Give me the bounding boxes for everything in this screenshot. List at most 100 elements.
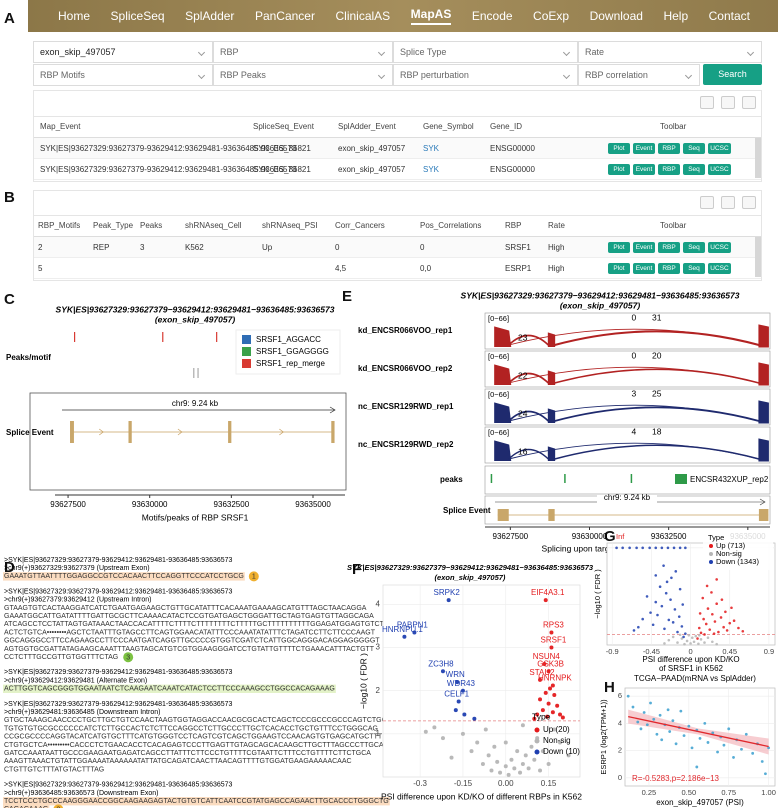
table-tool-icon[interactable]: [700, 96, 714, 109]
data-point: [667, 638, 671, 642]
column-header[interactable]: Gene_ID: [490, 122, 523, 131]
toolbar-button[interactable]: RBP: [658, 143, 680, 154]
toolbar-button[interactable]: Plot: [608, 164, 630, 175]
toolbar-button[interactable]: Event: [633, 143, 655, 154]
data-point: [740, 747, 743, 751]
nav-item[interactable]: Download: [589, 9, 643, 23]
toolbar-button[interactable]: Event: [633, 242, 655, 253]
column-header[interactable]: shRNAseq_Cell: [185, 221, 242, 230]
column-header[interactable]: Pos_Correlations: [420, 221, 482, 230]
column-header[interactable]: Peak_Type: [93, 221, 134, 230]
toolbar-button[interactable]: RBP: [658, 263, 680, 274]
junction-arc: [508, 410, 549, 422]
table-cell[interactable]: SYK: [423, 165, 440, 174]
nav-item[interactable]: CoExp: [533, 9, 570, 23]
column-header[interactable]: SplAdder_Event: [338, 122, 396, 131]
nav-item[interactable]: SpliceSeq: [110, 9, 165, 23]
data-point: [641, 546, 644, 550]
toolbar-button[interactable]: Seq: [683, 242, 705, 253]
filter-field[interactable]: RBP correlation: [578, 64, 700, 86]
table-tool-icon[interactable]: [742, 196, 756, 209]
data-point: [663, 642, 666, 645]
column-header[interactable]: RBP: [505, 221, 522, 230]
column-header[interactable]: Rate: [548, 221, 565, 230]
fit-line: [628, 715, 769, 748]
table-tool-icon[interactable]: [700, 196, 714, 209]
toolbar-button[interactable]: RBP: [658, 242, 680, 253]
filter-field[interactable]: RBP perturbation: [393, 64, 578, 86]
data-point: [538, 677, 543, 682]
toolbar-button[interactable]: UCSC: [708, 164, 731, 175]
table-cell[interactable]: SYK: [423, 144, 440, 153]
legend-swatch: [534, 738, 540, 744]
toolbar-button[interactable]: Plot: [608, 242, 630, 253]
badge-label: 2: [56, 807, 60, 808]
column-header[interactable]: Toolbar: [660, 122, 687, 131]
x-tick-label: 93635000: [295, 500, 331, 509]
sequence-line: AGTGGTGCGATTATAGAAGCAAATTTAAGTAGCATGTCGT…: [4, 646, 375, 653]
toolbar-button[interactable]: UCSC: [708, 263, 731, 274]
panel-subtitle: (exon_skip_497057): [435, 573, 506, 582]
legend-swatch: [534, 749, 540, 755]
search-button[interactable]: Search: [703, 64, 762, 85]
toolbar-button[interactable]: RBP: [658, 164, 680, 175]
nav-item[interactable]: Home: [58, 9, 91, 23]
nav-item[interactable]: PanCancer: [254, 9, 315, 23]
table-cell: 0: [335, 243, 340, 252]
data-point: [520, 723, 525, 728]
data-point: [532, 716, 537, 721]
toolbar-button[interactable]: Plot: [608, 263, 630, 274]
table-tool-icon[interactable]: [742, 96, 756, 109]
column-header[interactable]: Corr_Cancers: [335, 221, 385, 230]
filter-field[interactable]: exon_skip_497057: [33, 41, 213, 63]
table-tool-icon[interactable]: [721, 196, 735, 209]
filter-field[interactable]: RBP Peaks: [213, 64, 393, 86]
filter-field[interactable]: Rate: [578, 41, 762, 63]
column-header[interactable]: Map_Event: [40, 122, 81, 131]
toolbar-button[interactable]: Seq: [683, 143, 705, 154]
filter-field[interactable]: Splice Type: [393, 41, 578, 63]
column-header[interactable]: RBP_Motifs: [38, 221, 81, 230]
junction-count: 0: [631, 312, 636, 322]
filter-field[interactable]: RBP Motifs: [33, 64, 213, 86]
nav-item[interactable]: Contact: [708, 9, 750, 23]
x-tick-label: 93630000: [132, 500, 168, 509]
chr-arrowhead: [329, 406, 336, 414]
column-header[interactable]: shRNAseq_PSI: [262, 221, 318, 230]
nav-item[interactable]: ClinicalAS: [335, 9, 391, 23]
data-point: [460, 688, 465, 693]
toolbar-button[interactable]: UCSC: [708, 242, 731, 253]
toolbar-button[interactable]: Seq: [683, 263, 705, 274]
data-point: [642, 711, 646, 714]
toolbar-button[interactable]: Event: [633, 164, 655, 175]
x-tick-label: 0.9: [764, 647, 774, 656]
panel-label: H: [604, 679, 615, 696]
junction-count: 31: [652, 312, 662, 322]
data-point: [684, 546, 687, 550]
toolbar-button[interactable]: Plot: [608, 143, 630, 154]
table-cell: REP: [93, 243, 110, 252]
data-point: [683, 642, 686, 646]
data-point: [685, 639, 689, 643]
sequence-header: >SYK|ES|93627329:93627379-93629412:93629…: [4, 782, 233, 789]
toolbar-button[interactable]: Seq: [683, 164, 705, 175]
column-header[interactable]: Gene_Symbol: [423, 122, 474, 131]
peak-mark: [630, 474, 633, 483]
data-point: [548, 686, 553, 691]
nav-item[interactable]: Help: [663, 9, 689, 23]
column-header[interactable]: Toolbar: [660, 221, 687, 230]
nav-item[interactable]: SplAdder: [185, 9, 235, 23]
toolbar-button[interactable]: UCSC: [708, 143, 731, 154]
column-header[interactable]: SpliceSeq_Event: [253, 122, 314, 131]
legend-title: Type: [708, 533, 724, 542]
nav-item[interactable]: MapAS: [410, 7, 452, 25]
point-label: CELF1: [444, 690, 469, 699]
nav-item[interactable]: Encode: [471, 9, 513, 23]
track-frame: [484, 388, 771, 426]
filter-field[interactable]: RBP: [213, 41, 393, 63]
table-tool-icon[interactable]: [721, 96, 735, 109]
column-header[interactable]: Peaks: [140, 221, 163, 230]
data-point: [728, 621, 732, 625]
scrollbar: [755, 138, 761, 178]
toolbar-button[interactable]: Event: [633, 263, 655, 274]
